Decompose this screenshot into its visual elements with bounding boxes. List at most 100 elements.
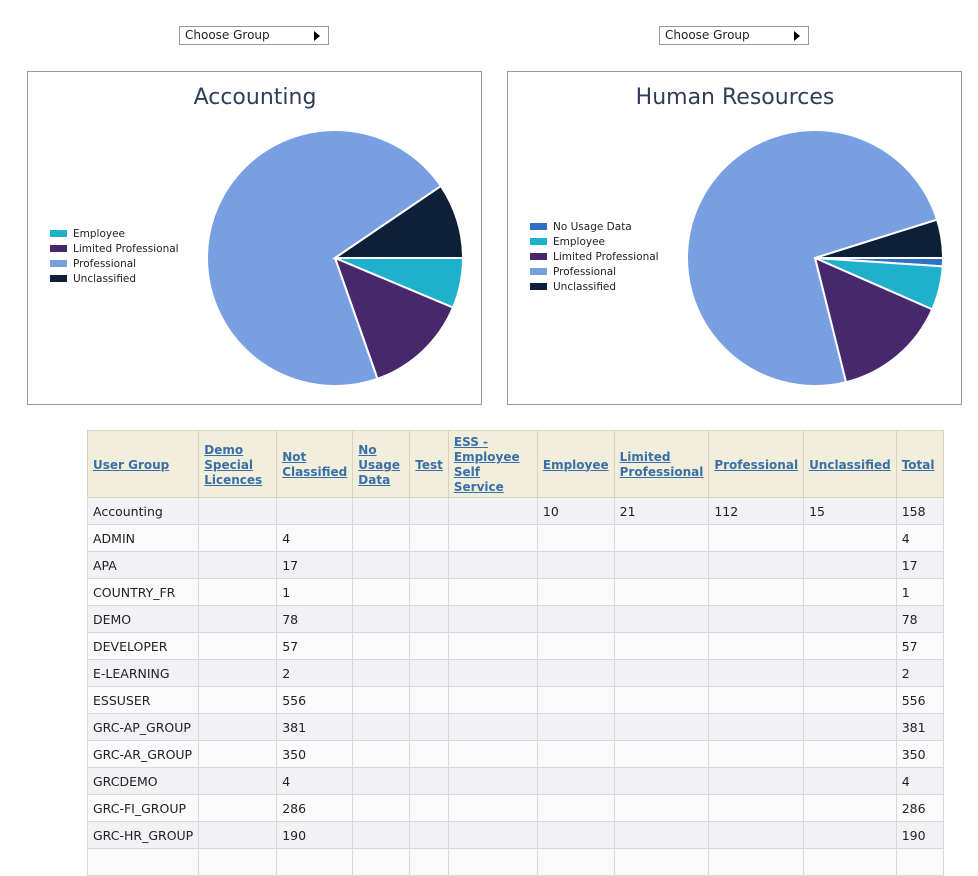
table-row: ESSUSER 556 556 — [86, 686, 944, 714]
table-cell — [409, 524, 449, 552]
table-cell — [352, 497, 411, 525]
table-row: COUNTRY_FR 1 1 — [86, 578, 944, 606]
table-cell — [613, 767, 710, 795]
table-cell — [352, 578, 411, 606]
table-cell — [409, 605, 449, 633]
table-cell — [447, 686, 538, 714]
table-cell: 2 — [895, 659, 944, 687]
col-limited-professional: Limited Professional — [613, 430, 710, 498]
table-cell — [708, 740, 805, 768]
table-row: DEVELOPER 57 57 — [86, 632, 944, 660]
table-cell: DEVELOPER — [86, 632, 200, 660]
legend-swatch — [50, 230, 67, 237]
table-cell — [708, 659, 805, 687]
choose-group-select-left[interactable]: Choose Group — [179, 26, 329, 45]
table-cell — [536, 767, 615, 795]
pie-slice-unclassified — [331, 184, 465, 259]
table-cell: 556 — [895, 686, 944, 714]
sort-professional-link[interactable]: Professional — [714, 457, 799, 472]
sort-limited-professional-link[interactable]: Limited Professional — [619, 450, 704, 479]
table-cell — [536, 551, 615, 579]
table-cell: APA — [86, 551, 200, 579]
table-cell: 57 — [895, 632, 944, 660]
table-cell — [447, 794, 538, 822]
table-cell — [613, 659, 710, 687]
table-cell — [198, 713, 278, 741]
table-cell — [613, 713, 710, 741]
table-cell: 381 — [895, 713, 944, 741]
table-cell — [409, 821, 449, 849]
legend-label: Unclassified — [553, 281, 616, 293]
legend-swatch — [530, 268, 547, 275]
table-cell — [613, 524, 710, 552]
table-cell — [708, 524, 805, 552]
table-cell — [447, 713, 538, 741]
table-cell — [276, 497, 354, 525]
sort-not-classified-link[interactable]: Not Classified — [282, 450, 348, 479]
table-row: GRC-FI_GROUP 286 286 — [86, 794, 944, 822]
table-cell: 190 — [895, 821, 944, 849]
legend-swatch — [530, 223, 547, 230]
table-cell — [613, 686, 710, 714]
table-cell — [198, 821, 278, 849]
table-cell: 17 — [895, 551, 944, 579]
table-row: GRC-HR_GROUP 190 190 — [86, 821, 944, 849]
table-cell — [409, 713, 449, 741]
sort-employee-link[interactable]: Employee — [542, 457, 609, 472]
pie-slice-unclassified — [814, 218, 945, 259]
caret-right-icon — [794, 31, 800, 41]
choose-group-label: Choose Group — [665, 28, 750, 42]
table-cell: ESSUSER — [86, 686, 200, 714]
col-test: Test — [409, 430, 449, 498]
sort-ess-link[interactable]: ESS - Employee Self Service — [453, 435, 520, 494]
table-cell — [613, 794, 710, 822]
table-cell — [352, 551, 411, 579]
table-cell — [536, 848, 615, 876]
table-cell: 4 — [276, 767, 354, 795]
table-cell — [803, 578, 897, 606]
table-cell — [409, 632, 449, 660]
table-cell — [613, 821, 710, 849]
table-row: DEMO 78 78 — [86, 605, 944, 633]
sort-user-group-link[interactable]: User Group — [93, 457, 170, 472]
accounting-chart-panel: Accounting Employee Limited Professional P… — [27, 71, 482, 405]
table-cell — [409, 767, 449, 795]
sort-no-usage-data-link[interactable]: No Usage Data — [358, 442, 400, 487]
legend-label: Limited Professional — [553, 251, 659, 263]
col-demo-special-licences: Demo Special Licences — [198, 430, 278, 498]
sort-demo-special-licences-link[interactable]: Demo Special Licences — [204, 442, 263, 487]
table-cell — [352, 848, 411, 876]
legend-label: No Usage Data — [553, 221, 632, 233]
table-cell: 381 — [276, 713, 354, 741]
table-cell — [198, 524, 278, 552]
table-row: GRCDEMO 4 4 — [86, 767, 944, 795]
table-body: Accounting 10 21 112 15 158 ADMIN 4 4 APA 17 17 COUN… — [86, 497, 944, 876]
table-cell — [447, 605, 538, 633]
table-cell — [803, 821, 897, 849]
col-total: Total — [895, 430, 944, 498]
table-row: ADMIN 4 4 — [86, 524, 944, 552]
choose-group-select-right[interactable]: Choose Group — [659, 26, 809, 45]
table-cell — [803, 713, 897, 741]
table-cell — [803, 659, 897, 687]
sort-total-link[interactable]: Total — [901, 457, 935, 472]
table-cell: 286 — [276, 794, 354, 822]
table-cell — [613, 578, 710, 606]
legend-label: Employee — [553, 236, 605, 248]
table-cell: GRC-FI_GROUP — [86, 794, 200, 822]
sort-test-link[interactable]: Test — [415, 457, 443, 472]
table-cell: E-LEARNING — [86, 659, 200, 687]
table-cell — [352, 686, 411, 714]
table-cell — [803, 551, 897, 579]
table-cell — [536, 578, 615, 606]
table-row: GRC-AR_GROUP 350 350 — [86, 740, 944, 768]
table-cell — [803, 524, 897, 552]
table-cell — [447, 578, 538, 606]
table-cell — [352, 821, 411, 849]
table-cell — [447, 524, 538, 552]
table-cell — [447, 740, 538, 768]
table-cell — [708, 767, 805, 795]
table-cell — [536, 605, 615, 633]
sort-unclassified-link[interactable]: Unclassified — [809, 457, 891, 472]
table-cell — [613, 551, 710, 579]
